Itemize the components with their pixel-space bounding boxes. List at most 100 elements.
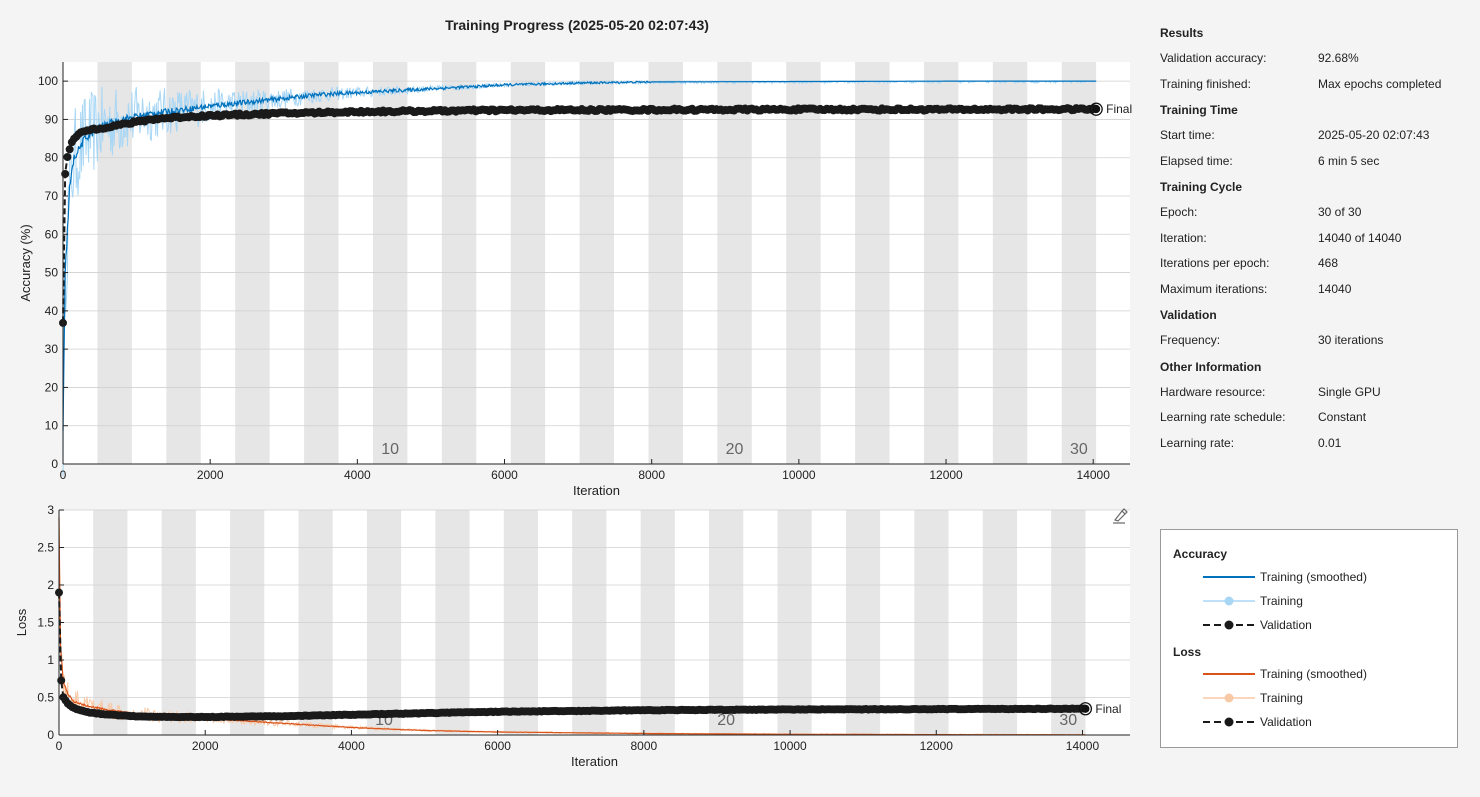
epoch-label: 20 — [717, 712, 735, 729]
y-tick-label: 1.5 — [37, 616, 54, 630]
x-tick-label: 2000 — [197, 468, 224, 482]
x-tick-label: 4000 — [344, 468, 371, 482]
training-smoothed-line — [62, 80, 1097, 431]
results-row-value: Constant — [1318, 410, 1367, 424]
results-row: Learning rate: 0.01 — [1160, 431, 1470, 457]
results-row-label: Epoch: — [1160, 205, 1198, 219]
y-tick-label: 40 — [45, 304, 59, 318]
legend-acc-smoothed: Training (smoothed) — [1203, 569, 1367, 585]
validation-point — [63, 153, 72, 162]
y-tick-label: 60 — [45, 227, 59, 241]
validation-point — [57, 676, 66, 685]
y-tick-label: 50 — [45, 266, 59, 280]
y-tick-label: 3 — [47, 503, 54, 517]
final-marker-dot — [1081, 704, 1090, 713]
results-row-label: Validation accuracy: — [1160, 51, 1267, 65]
edit-axes-icon[interactable] — [1111, 508, 1129, 526]
results-section-heading: Validation — [1160, 308, 1217, 322]
validation-point — [61, 169, 70, 178]
results-row: Hardware resource: Single GPU — [1160, 380, 1470, 406]
legend-acc-smoothed-label: Training (smoothed) — [1260, 570, 1367, 584]
x-tick-label: 12000 — [920, 739, 954, 753]
y-tick-label: 70 — [45, 189, 59, 203]
y-tick-label: 10 — [45, 419, 59, 433]
legend-acc-validation-swatch — [1203, 620, 1255, 630]
x-axis-label: Iteration — [573, 483, 620, 498]
results-section-heading: Training Time — [1160, 103, 1238, 117]
results-row-label: Training finished: — [1160, 76, 1251, 91]
results-row: Maximum iterations: 14040 — [1160, 277, 1470, 303]
x-tick-label: 8000 — [630, 739, 657, 753]
x-tick-label: 0 — [56, 739, 63, 753]
legend-loss-smoothed-label: Training (smoothed) — [1260, 667, 1367, 681]
y-tick-label: 100 — [38, 74, 58, 88]
x-tick-label: 14000 — [1077, 468, 1111, 482]
legend-loss-smoothed-swatch — [1203, 673, 1255, 675]
epoch-band — [786, 62, 821, 464]
epoch-band — [579, 62, 615, 464]
results-section-heading: Other Information — [1160, 359, 1262, 374]
results-row-label: Start time: — [1160, 128, 1215, 142]
epoch-band — [717, 62, 752, 464]
accuracy-plot: 10 20 30 Final 0 2000 4000 6000 8000 10000 12000 14… — [18, 62, 1132, 498]
y-tick-label: 2.5 — [37, 541, 54, 555]
results-row-value: 92.68% — [1318, 51, 1359, 65]
epoch-label: 30 — [1059, 712, 1077, 729]
legend-loss-heading: Loss — [1173, 645, 1202, 659]
x-tick-label: 12000 — [929, 468, 963, 482]
results-section-heading: Training Cycle — [1160, 180, 1243, 194]
results-row-value: 14040 of 14040 — [1318, 230, 1402, 245]
legend-loss-validation: Validation — [1203, 714, 1312, 730]
results-row-value: 2025-05-20 02:07:43 — [1318, 128, 1430, 142]
y-tick-label: 80 — [45, 151, 59, 165]
results-row: Iterations per epoch: 468 — [1160, 251, 1470, 277]
x-axis-label: Iteration — [571, 754, 618, 769]
results-row-label: Iteration: — [1160, 230, 1207, 245]
final-marker — [1078, 702, 1093, 716]
y-tick-label: 90 — [45, 112, 59, 126]
results-row-value: 6 min 5 sec — [1318, 153, 1380, 168]
legend-loss-validation-label: Validation — [1260, 715, 1312, 729]
x-tick-label: 0 — [60, 468, 67, 482]
y-tick-label: 2 — [47, 578, 54, 592]
epoch-band — [235, 62, 270, 464]
x-tick-label: 14000 — [1066, 739, 1100, 753]
legend-loss-training-label: Training — [1260, 691, 1303, 705]
y-tick-label: 0 — [47, 728, 54, 742]
legend-panel: Accuracy Training (smoothed) Training Va… — [1160, 529, 1458, 748]
results-row-label: Learning rate: — [1160, 435, 1235, 450]
results-panel: Results Validation accuracy: 92.68% Trainin… — [1160, 20, 1470, 456]
results-section-heading: Results — [1160, 26, 1204, 40]
final-marker — [1089, 102, 1103, 116]
y-tick-label: 0 — [51, 457, 58, 471]
x-tick-label: 2000 — [192, 739, 219, 753]
epoch-label: 30 — [1070, 441, 1088, 458]
epoch-band — [648, 62, 683, 464]
legend-loss-training: Training — [1203, 690, 1303, 706]
epoch-band — [372, 62, 408, 464]
x-tick-label: 8000 — [638, 468, 665, 482]
x-tick-label: 6000 — [491, 468, 518, 482]
legend-acc-smoothed-swatch — [1203, 576, 1255, 578]
legend-acc-training-label: Training — [1260, 594, 1303, 608]
legend-acc-validation-label: Validation — [1260, 618, 1312, 632]
figure-title: Training Progress (2025-05-20 02:07:43) — [445, 17, 709, 33]
results-row: Elapsed time: 6 min 5 sec — [1160, 149, 1470, 175]
results-row-value: 14040 — [1318, 281, 1352, 296]
results-row-label: Maximum iterations: — [1160, 281, 1268, 296]
results-row-label: Frequency: — [1160, 333, 1221, 347]
y-tick-label: 1 — [47, 653, 54, 667]
results-row: Epoch: 30 of 30 — [1160, 200, 1470, 226]
results-row: Iteration: 14040 of 14040 — [1160, 226, 1470, 252]
epoch-label: 20 — [726, 441, 744, 458]
epoch-label: 10 — [381, 441, 399, 458]
results-row-label: Iterations per epoch: — [1160, 256, 1270, 270]
y-axis-label: Accuracy (%) — [18, 224, 33, 301]
results-row-value: 468 — [1318, 256, 1339, 270]
epoch-band — [166, 62, 201, 464]
legend-loss-training-swatch — [1203, 693, 1255, 703]
results-row: Validation accuracy: 92.68% — [1160, 46, 1470, 72]
legend-acc-training-swatch — [1203, 596, 1255, 606]
legend-accuracy-heading: Accuracy — [1173, 547, 1228, 561]
